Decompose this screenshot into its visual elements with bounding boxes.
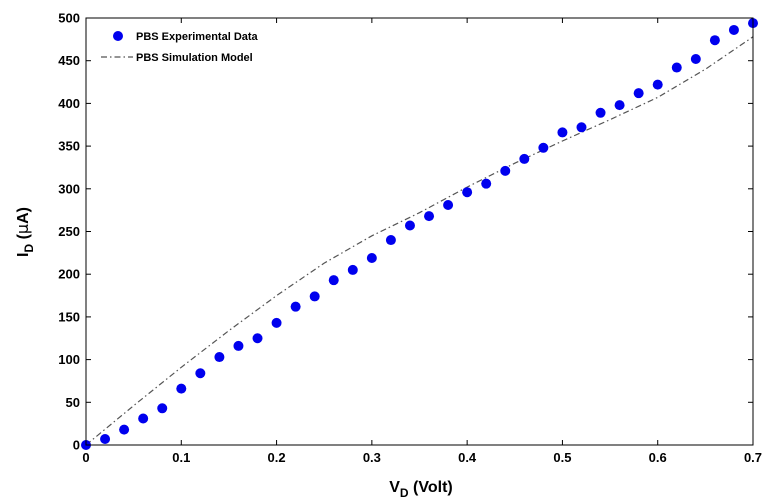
x-tick-label: 0.6 [649, 450, 667, 465]
y-tick-label: 400 [58, 96, 80, 111]
experimental-data-point [195, 368, 206, 379]
experimental-data-point [347, 264, 358, 275]
legend-label-simulation: PBS Simulation Model [136, 52, 253, 64]
y-axis-label-sub: D [22, 244, 36, 253]
experimental-data-point [595, 107, 606, 118]
y-tick-label: 450 [58, 53, 80, 68]
y-tick-label: 100 [58, 352, 80, 367]
x-tick-label: 0.3 [363, 450, 381, 465]
experimental-data-point [519, 153, 530, 164]
experimental-data-point [233, 340, 244, 351]
x-tick-label: 0.1 [172, 450, 190, 465]
x-axis-label-sub: D [400, 486, 409, 500]
plot-frame [85, 17, 754, 446]
y-tick-label: 250 [58, 224, 80, 239]
x-tick-label: 0.5 [553, 450, 571, 465]
experimental-data-point [176, 383, 187, 394]
experimental-data-point [576, 122, 587, 133]
plot-area [81, 18, 758, 450]
y-tick-label: 50 [66, 395, 80, 410]
simulation-model-line [85, 36, 754, 446]
x-tick-label: 0.4 [458, 450, 477, 465]
experimental-data-point [728, 24, 739, 35]
y-axis-label-unit: A) [15, 207, 32, 224]
y-tick-label: 350 [58, 139, 80, 154]
experimental-data-point [500, 165, 511, 176]
experimental-data-point [404, 220, 415, 231]
experimental-data-point [214, 352, 225, 363]
y-axis-label: ID (μA) [13, 207, 36, 257]
experimental-data-point [538, 142, 549, 153]
experimental-data-point [366, 252, 377, 263]
y-tick-label: 200 [58, 267, 80, 282]
experimental-data-point [709, 35, 720, 46]
x-tick-label: 0.7 [744, 450, 762, 465]
experimental-data-point [119, 424, 130, 435]
experimental-data-point [633, 88, 644, 99]
svg-text:ID (μA): ID (μA) [13, 207, 36, 257]
experimental-data-point [385, 235, 396, 246]
experimental-data-point [328, 275, 339, 286]
experimental-data-point [271, 317, 282, 328]
experimental-data-point [652, 79, 663, 90]
experimental-data-point [290, 301, 301, 312]
legend-label-experimental: PBS Experimental Data [136, 31, 259, 43]
experimental-data-point [443, 200, 454, 211]
experimental-data-point [100, 434, 111, 445]
y-tick-label: 500 [58, 11, 80, 26]
experimental-data-point [252, 333, 263, 344]
experimental-data-point [557, 127, 568, 138]
experimental-data-point [690, 53, 701, 64]
y-axis-label-main: I [15, 253, 32, 257]
experimental-data-point [138, 413, 149, 424]
y-axis-label-open: ( [15, 233, 32, 243]
x-tick-label: 0 [82, 450, 89, 465]
experimental-data-point [424, 211, 435, 222]
y-axis-ticks: 0 50 100 150 200 250 300 350 400 450 500 [58, 11, 753, 453]
experimental-data-point [481, 178, 492, 189]
y-tick-label: 0 [73, 438, 80, 453]
y-tick-label: 150 [58, 309, 80, 324]
legend: PBS Experimental Data PBS Simulation Mod… [101, 31, 259, 64]
y-axis-label-mu: μ [13, 224, 32, 234]
legend-marker-experimental [113, 31, 123, 41]
experimental-data-point [309, 291, 320, 302]
x-axis-label: VD (Volt) [389, 479, 452, 500]
experimental-data-point [671, 62, 682, 73]
experimental-data-point [614, 100, 625, 111]
experimental-data-point [462, 187, 473, 198]
experimental-data-point [157, 403, 168, 414]
y-tick-label: 300 [58, 181, 80, 196]
x-axis-label-rest: (Volt) [409, 479, 453, 496]
x-tick-label: 0.2 [268, 450, 286, 465]
x-axis-label-main: V [389, 479, 400, 496]
